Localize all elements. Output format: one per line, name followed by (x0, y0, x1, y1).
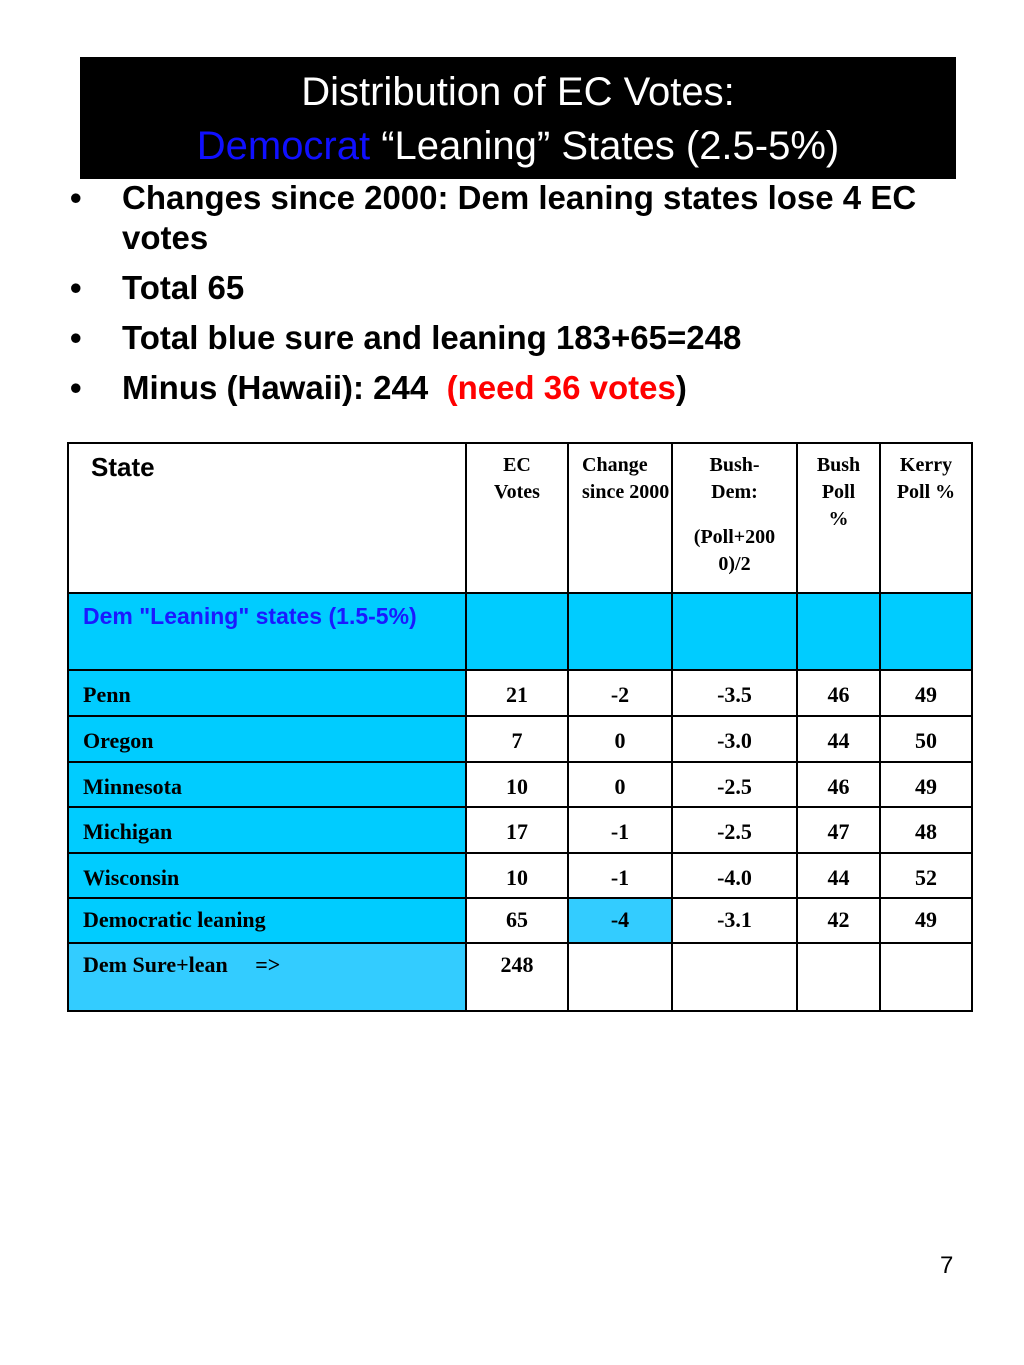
title-line-1: Distribution of EC Votes: (301, 70, 735, 114)
sure-lean-row: Dem Sure+lean => 248 (67, 942, 973, 1012)
ec-votes-table: State EC Votes Change since 2000 Bush-De… (67, 442, 973, 1012)
bullet-list: • Changes since 2000: Dem leaning states … (70, 178, 970, 418)
header-kerry-poll: Kerry Poll % (879, 442, 973, 594)
title-rest: “Leaning” States (2.5-5%) (370, 124, 840, 168)
bullet-icon: • (70, 179, 82, 216)
table-row: Michigan 17 -1 -2.5 47 48 (67, 806, 973, 854)
group-label: Dem "Leaning" states (1.5-5%) (67, 592, 467, 671)
bullet-item: • Total 65 (70, 269, 245, 306)
bullet-item: • Total blue sure and leaning 183+65=248 (70, 319, 742, 356)
table-row: Wisconsin 10 -1 -4.0 44 52 (67, 852, 973, 899)
header-ec-votes: EC Votes (465, 442, 569, 594)
total-row: Democratic leaning 65 -4 -3.1 42 49 (67, 897, 973, 944)
table-row: Oregon 7 0 -3.0 44 50 (67, 715, 973, 763)
header-row: State EC Votes Change since 2000 Bush-De… (67, 442, 973, 594)
header-state: State (67, 442, 467, 594)
bullet-icon: • (70, 369, 82, 406)
bullet-icon: • (70, 319, 82, 356)
header-change: Change since 2000 (567, 442, 673, 594)
header-bush-poll: Bush Poll % (796, 442, 881, 594)
slide-title: Distribution of EC Votes: Democrat “Lean… (80, 57, 956, 179)
header-bush-dem: Bush-Dem: (Poll+2000)/2 (671, 442, 798, 594)
table-row: Minnesota 10 0 -2.5 46 49 (67, 761, 973, 808)
title-line-2: Democrat “Leaning” States (2.5-5%) (80, 119, 956, 173)
group-row: Dem "Leaning" states (1.5-5%) (67, 592, 973, 671)
bullet-icon: • (70, 269, 82, 306)
title-democrat: Democrat (196, 124, 371, 168)
need-votes: (need 36 votes (446, 369, 676, 406)
table-row: Penn 21 -2 -3.5 46 49 (67, 669, 973, 717)
bullet-item: • Changes since 2000: Dem leaning states … (70, 179, 917, 256)
bullet-item: • Minus (Hawaii): 244 (need 36 votes) (70, 369, 687, 406)
page-number: 7 (940, 1252, 954, 1279)
